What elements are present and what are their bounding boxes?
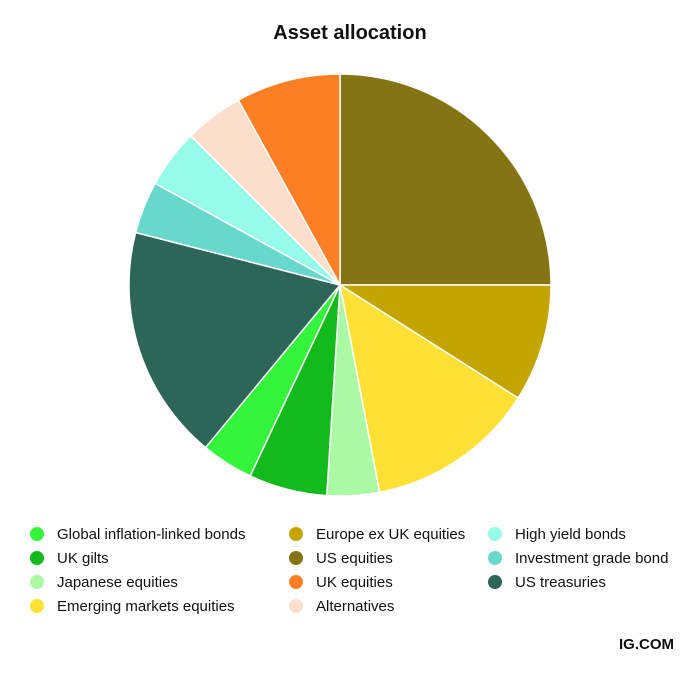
pie-slice-emerging-markets-equities: [338, 283, 520, 494]
brand-footer: IG.COM: [619, 636, 674, 653]
legend-item: Global inflation-linked bonds: [30, 524, 245, 544]
legend-item: UK equities: [289, 572, 393, 592]
legend-label: Global inflation-linked bonds: [57, 525, 246, 543]
legend-label: Investment grade bond: [515, 549, 669, 567]
legend-swatch: [488, 551, 502, 565]
legend-swatch: [488, 575, 502, 589]
legend-item: Alternatives: [289, 596, 394, 616]
legend-label: US equities: [316, 549, 393, 567]
pie-slice-us-equities: [339, 73, 552, 286]
legend-swatch: [289, 599, 303, 613]
legend-swatch: [30, 599, 44, 613]
pie-slice-uk-equities: [237, 73, 341, 286]
legend-item: Emerging markets equities: [30, 596, 235, 616]
legend-label: High yield bonds: [515, 525, 626, 543]
legend-item: UK gilts: [30, 548, 109, 568]
legend-label: Alternatives: [316, 597, 395, 615]
legend-swatch: [289, 551, 303, 565]
legend-item: US treasuries: [488, 572, 606, 592]
legend-swatch: [289, 527, 303, 541]
legend-label: UK gilts: [57, 549, 109, 567]
chart-title: Asset allocation: [273, 22, 427, 44]
legend-item: Europe ex UK equities: [289, 524, 465, 544]
pie-slice-us-treasuries: [128, 231, 342, 449]
legend-swatch: [30, 551, 44, 565]
legend-label: Emerging markets equities: [57, 597, 235, 615]
legend-label: Japanese equities: [57, 573, 178, 591]
pie-chart: [128, 73, 552, 497]
pie-slice-europe-ex-uk-equities: [337, 284, 552, 400]
legend-swatch: [30, 527, 44, 541]
legend-item: Investment grade bond: [488, 548, 668, 568]
legend-swatch: [289, 575, 303, 589]
legend-swatch: [488, 527, 502, 541]
legend-label: Europe ex UK equities: [316, 525, 466, 543]
legend-label: US treasuries: [515, 573, 606, 591]
legend-item: Japanese equities: [30, 572, 178, 592]
legend-label: UK equities: [316, 573, 393, 591]
legend-item: High yield bonds: [488, 524, 626, 544]
legend-item: US equities: [289, 548, 393, 568]
legend-swatch: [30, 575, 44, 589]
